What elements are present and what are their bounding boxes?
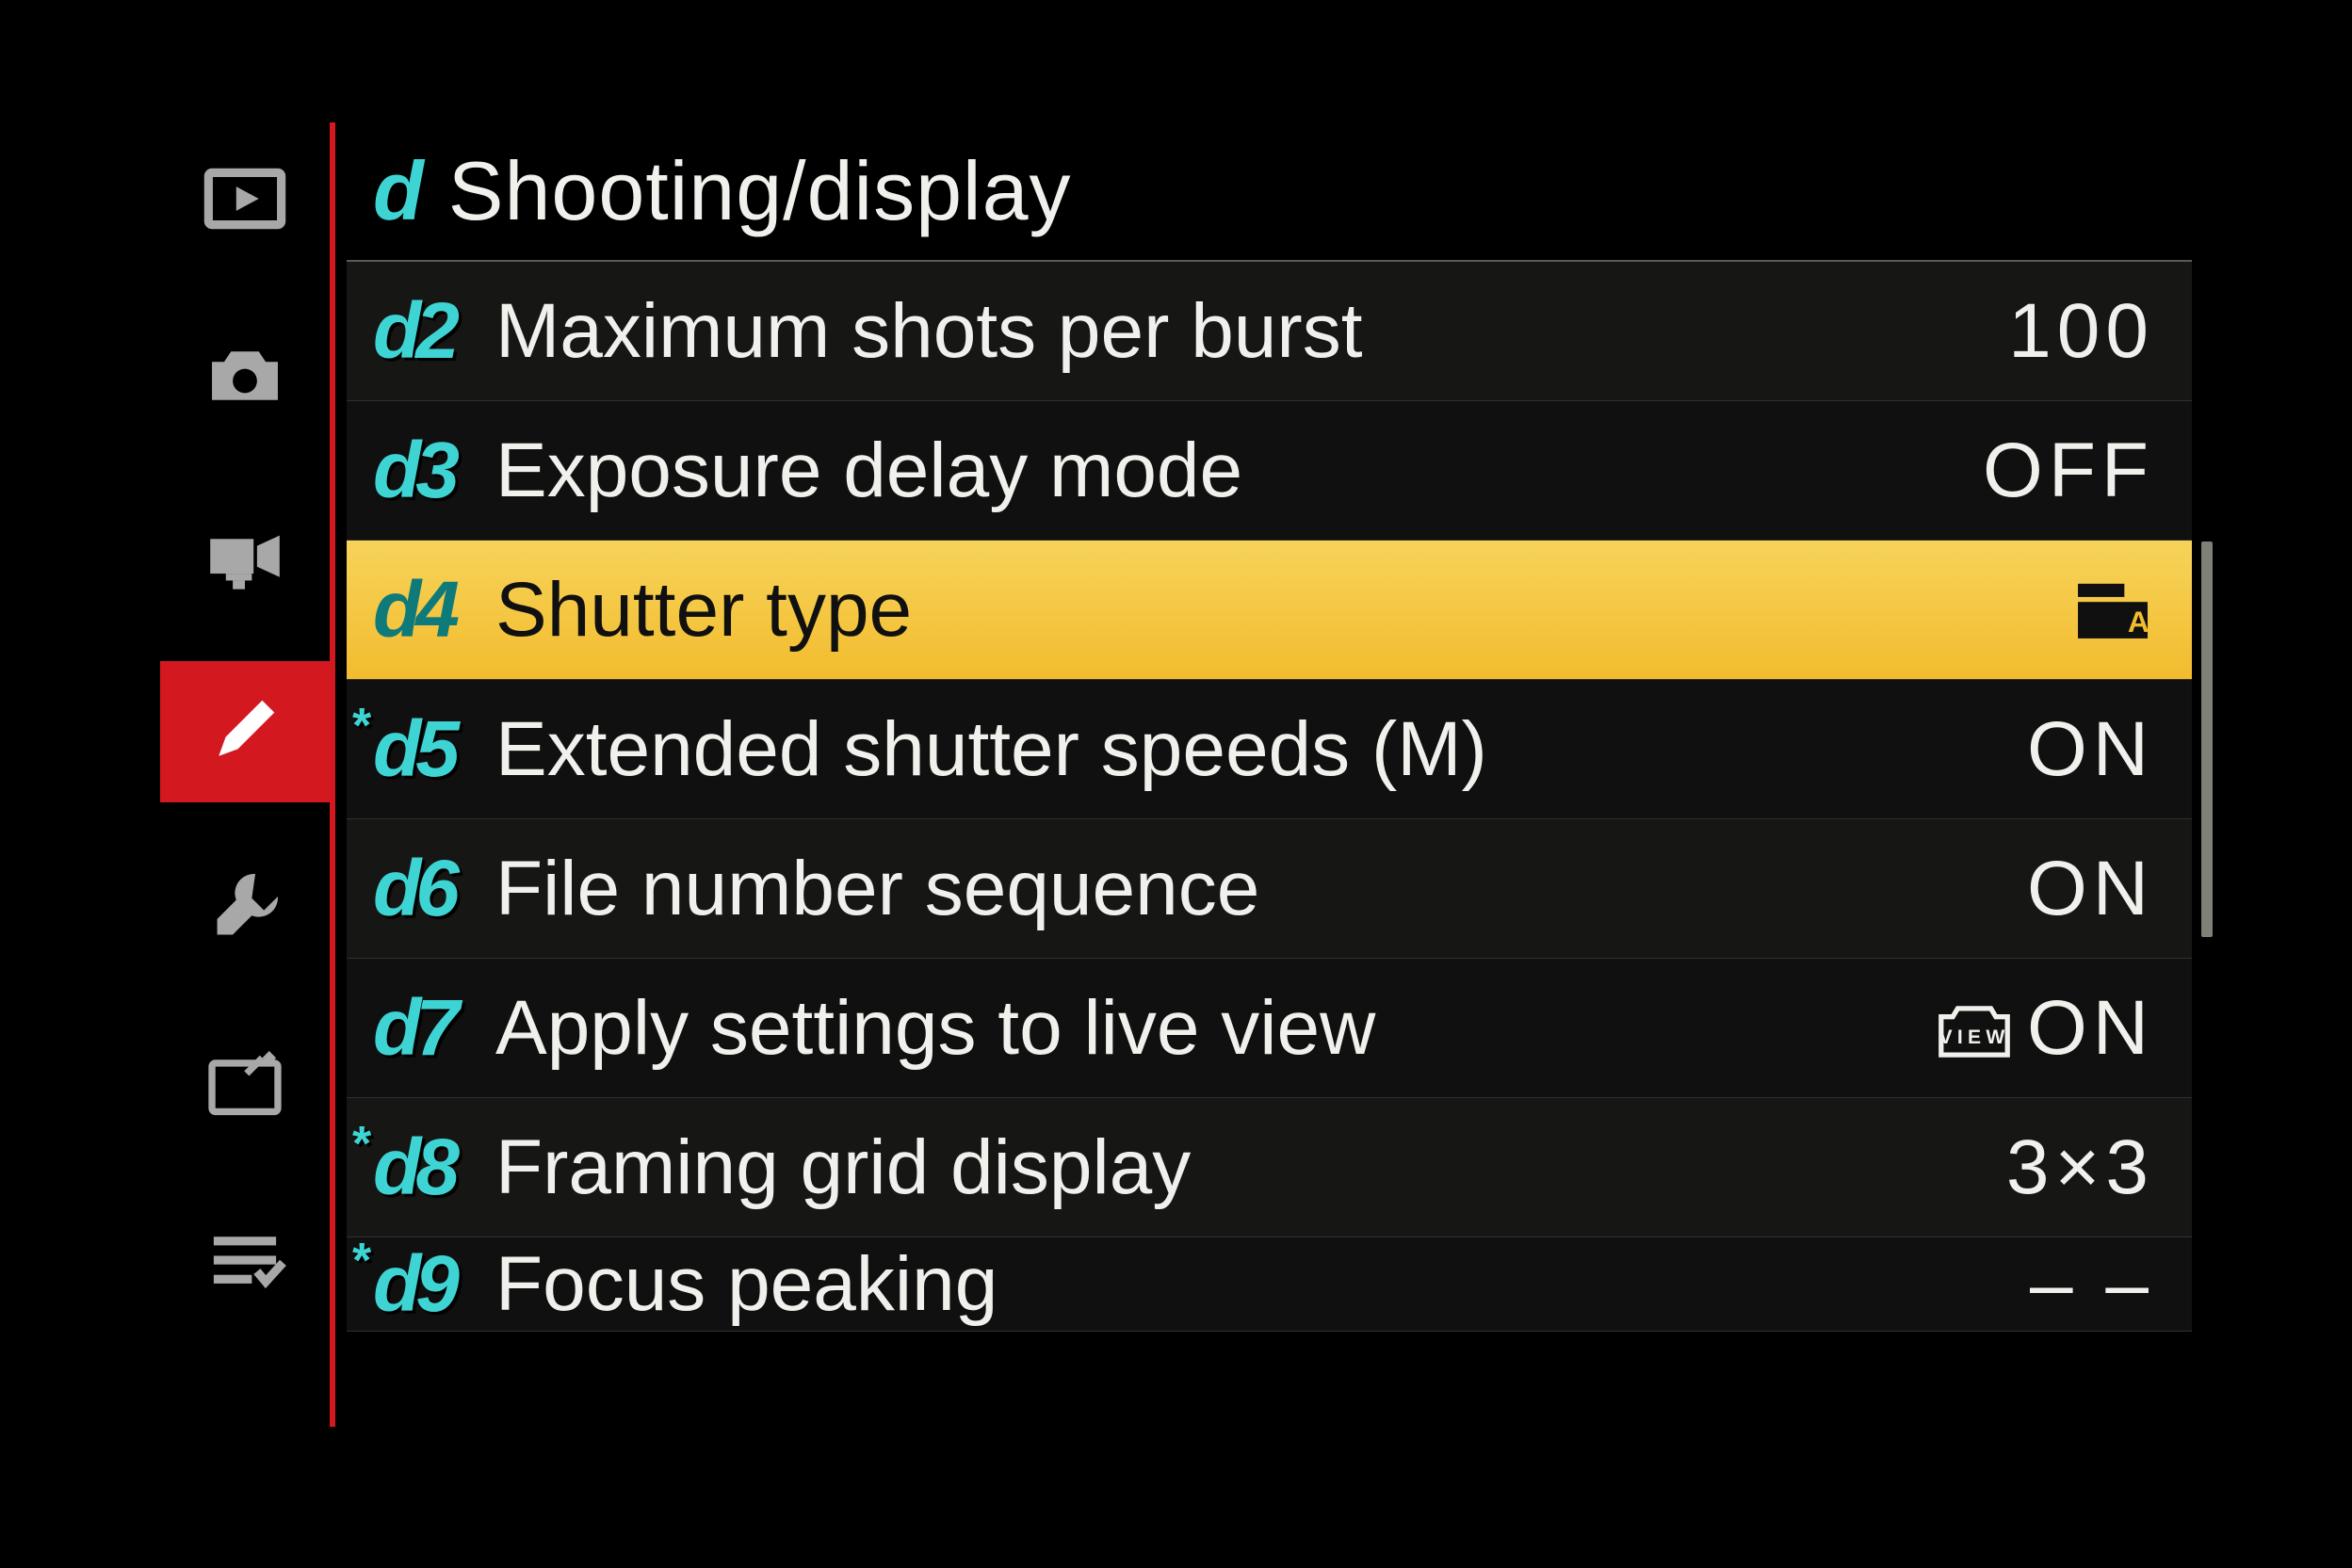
pencil-icon	[202, 687, 288, 778]
video-camera-icon	[202, 509, 288, 601]
item-value: 100	[2008, 287, 2154, 376]
item-value-text: ON	[2027, 984, 2154, 1073]
playback-icon	[202, 155, 288, 247]
item-label: Maximum shots per burst	[495, 287, 2008, 376]
camera-menu-screen: d Shooting/display d2 Maximum shots per …	[0, 0, 2352, 1568]
svg-text:A: A	[2128, 604, 2154, 638]
item-label: File number sequence	[495, 845, 2027, 933]
sidebar-item-photo-shooting[interactable]	[160, 307, 330, 448]
menu-item-d6[interactable]: d6 File number sequence ON	[347, 819, 2192, 959]
sidebar	[160, 122, 330, 1427]
modified-asterisk-icon: *	[352, 1237, 371, 1289]
menu-item-d8[interactable]: *d8 Framing grid display 3×3	[347, 1098, 2192, 1237]
sidebar-item-playback[interactable]	[160, 130, 330, 271]
menu-item-d2[interactable]: d2 Maximum shots per burst 100	[347, 262, 2192, 401]
scrollbar[interactable]	[2201, 262, 2213, 1427]
item-prefix: d6	[373, 843, 486, 934]
item-value: ON	[2027, 705, 2154, 794]
retouch-icon	[202, 1041, 288, 1132]
modified-asterisk-icon: *	[352, 1116, 371, 1172]
sidebar-item-custom-settings[interactable]	[160, 661, 330, 802]
view-camera-icon: VIEW	[1933, 994, 2016, 1062]
menu-item-d7[interactable]: d7 Apply settings to live view VIEW ON	[347, 959, 2192, 1098]
menu-header: d Shooting/display	[347, 122, 2192, 262]
item-prefix: d3	[373, 425, 486, 516]
item-value: 3×3	[2006, 1123, 2154, 1212]
item-label: Extended shutter speeds (M)	[495, 705, 2027, 794]
menu-item-d5[interactable]: *d5 Extended shutter speeds (M) ON	[347, 680, 2192, 819]
item-prefix: *d9	[373, 1238, 486, 1330]
sidebar-item-my-menu[interactable]	[160, 1192, 330, 1334]
menu-item-d9[interactable]: *d9 Focus peaking – –	[347, 1237, 2192, 1332]
svg-text:VIEW: VIEW	[1938, 1026, 2009, 1047]
sidebar-item-retouch[interactable]	[160, 1015, 330, 1156]
sidebar-divider	[330, 122, 335, 1427]
item-value: VIEW ON	[1933, 984, 2154, 1073]
menu-panel: d Shooting/display d2 Maximum shots per …	[160, 122, 2192, 1427]
item-label: Exposure delay mode	[495, 427, 1983, 515]
item-value: – –	[2030, 1240, 2154, 1329]
modified-asterisk-icon: *	[352, 698, 371, 754]
item-label: Framing grid display	[495, 1123, 2006, 1212]
item-prefix: d4	[373, 564, 486, 655]
item-prefix: d7	[373, 982, 486, 1074]
menu-content: d Shooting/display d2 Maximum shots per …	[347, 122, 2192, 1427]
auto-shutter-icon: A	[2071, 576, 2154, 644]
item-label: Apply settings to live view	[495, 984, 1933, 1073]
item-label: Shutter type	[495, 566, 2071, 655]
header-title: Shooting/display	[448, 143, 1072, 239]
sidebar-item-movie-shooting[interactable]	[160, 484, 330, 625]
item-prefix: *d5	[373, 703, 486, 795]
item-value: A	[2071, 576, 2154, 644]
my-menu-icon	[202, 1218, 288, 1309]
menu-item-d3[interactable]: d3 Exposure delay mode OFF	[347, 401, 2192, 541]
item-prefix: *d8	[373, 1122, 486, 1213]
sidebar-item-setup[interactable]	[160, 838, 330, 979]
header-section-letter: d	[373, 143, 424, 239]
item-value: ON	[2027, 845, 2154, 933]
item-prefix: d2	[373, 285, 486, 377]
camera-icon	[202, 332, 288, 424]
item-value: OFF	[1983, 427, 2154, 515]
item-label: Focus peaking	[495, 1240, 2030, 1329]
scrollbar-thumb[interactable]	[2201, 542, 2213, 938]
wrench-icon	[202, 864, 288, 955]
menu-item-d4[interactable]: d4 Shutter type A	[347, 541, 2192, 680]
menu-list: d2 Maximum shots per burst 100 d3 Exposu…	[347, 262, 2192, 1427]
